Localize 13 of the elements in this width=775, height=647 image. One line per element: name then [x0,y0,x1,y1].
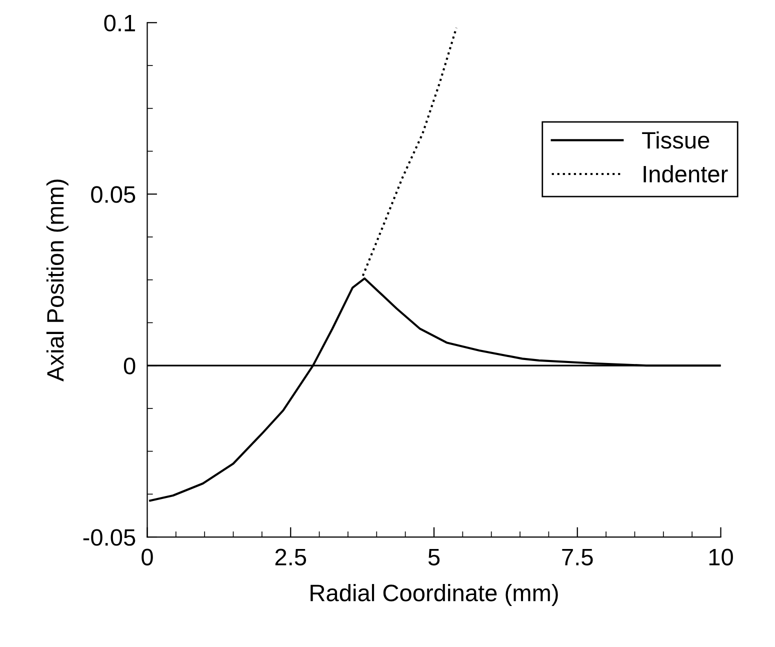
x-tick-label: 2.5 [275,548,306,566]
y-tick-label: 0.1 [104,14,135,32]
y-tick-label: 0 [124,358,136,374]
y-axis-title: Axial Position (mm) [46,180,68,382]
x-tick-label: 10 [709,548,733,566]
x-axis-title: Radial Coordinate (mm) [310,584,558,606]
y-tick-label: 0.05 [91,186,136,203]
x-tick-label: 7.5 [562,548,593,566]
x-tick-label: 0 [142,548,153,566]
y-tick-label: -0.05 [83,529,136,546]
legend-label: Tissue [642,131,710,149]
legend-label: Indenter [644,165,728,182]
x-tick-label: 5 [428,548,440,566]
